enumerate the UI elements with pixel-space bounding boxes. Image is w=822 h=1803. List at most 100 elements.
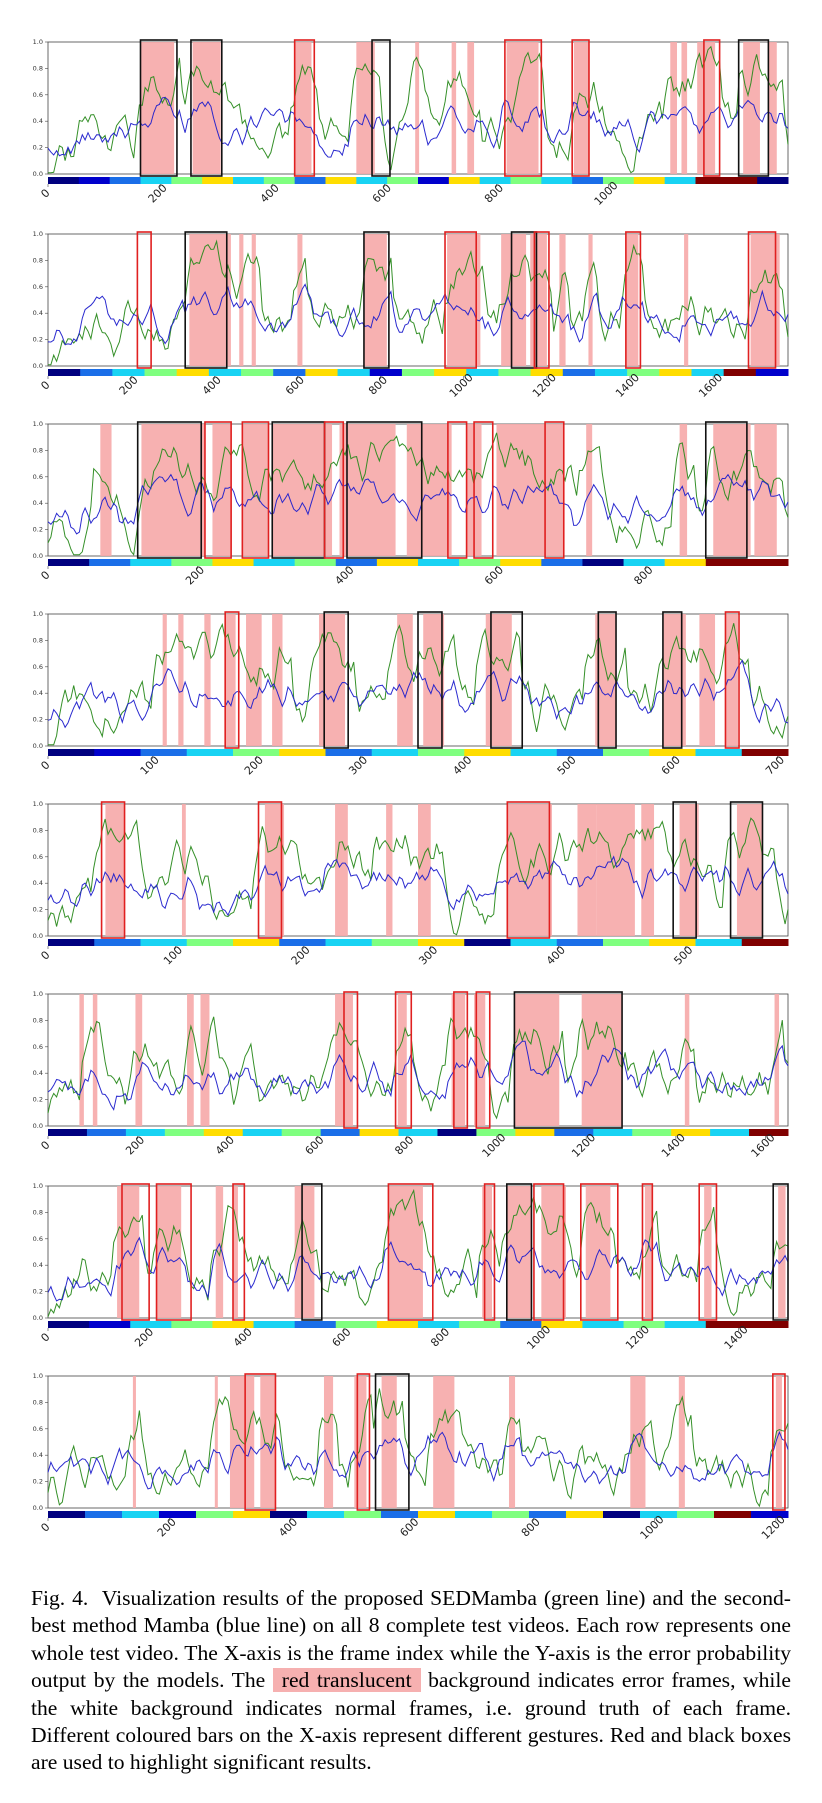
x-tick-label: 800 — [392, 1134, 416, 1158]
gesture-segment — [418, 1321, 460, 1328]
gesture-segment — [144, 369, 178, 376]
y-tick-label: 0.2 — [33, 144, 43, 152]
gesture-segment — [623, 559, 666, 566]
error-region — [775, 1376, 782, 1508]
gesture-segment — [387, 177, 419, 184]
error-region — [588, 234, 593, 366]
gesture-segment — [253, 1321, 296, 1328]
error-region — [323, 1376, 334, 1508]
x-tick-label: 0 — [38, 568, 52, 582]
red-highlight-box — [504, 39, 543, 177]
error-region — [754, 424, 777, 556]
y-tick-label: 0.4 — [33, 499, 43, 507]
x-tick-label: 200 — [117, 374, 141, 398]
y-tick-label: 1.0 — [33, 800, 43, 808]
chart-video-3: 0.0 0.2 0.4 0.6 0.8 1.0 0 200 400 600 800 — [33, 420, 789, 588]
y-tick-label: 0.4 — [33, 879, 43, 887]
x-tick-label: 800 — [482, 182, 506, 206]
red-highlight-box — [356, 1373, 371, 1511]
error-region — [354, 1376, 367, 1508]
black-highlight-box — [417, 611, 443, 749]
red-highlight-box — [533, 231, 550, 369]
error-region — [501, 234, 527, 366]
error-region — [736, 804, 763, 936]
gesture-segment — [335, 1321, 378, 1328]
gesture-segment — [325, 177, 357, 184]
error-region — [214, 1376, 218, 1508]
error-region — [92, 994, 98, 1126]
error-region — [679, 804, 699, 936]
gesture-segment — [464, 749, 511, 756]
y-tick-label: 0.6 — [33, 91, 43, 99]
error-region — [356, 42, 375, 174]
error-region — [187, 994, 194, 1126]
plot-frame — [47, 233, 789, 367]
red-highlight-box — [579, 1183, 619, 1321]
gesture-segment — [603, 749, 650, 756]
y-tick-label: 0.4 — [33, 1069, 43, 1077]
error-region — [397, 994, 407, 1126]
mamba-line — [47, 855, 789, 917]
error-region — [242, 424, 269, 556]
gesture-segment — [498, 369, 532, 376]
red-highlight-box — [698, 1183, 718, 1321]
gesture-segment — [705, 559, 748, 566]
x-tick-label: 200 — [155, 1516, 179, 1540]
error-region — [386, 804, 393, 936]
x-tick-label: 200 — [183, 564, 207, 588]
gesture-segment — [80, 369, 113, 376]
red-highlight-box — [571, 39, 590, 177]
y-tick-label: 0.4 — [33, 117, 43, 125]
gesture-segment — [48, 1511, 86, 1518]
gesture-segment — [125, 1129, 166, 1136]
gesture-segment — [130, 1321, 172, 1328]
red-highlight-box — [387, 1183, 434, 1321]
y-tick-label: 0.8 — [33, 446, 43, 454]
error-region — [581, 994, 623, 1126]
black-highlight-box — [346, 421, 423, 559]
error-region — [530, 234, 547, 366]
gesture-segment — [448, 177, 481, 184]
gesture-segment — [566, 1511, 604, 1518]
error-region — [272, 614, 283, 746]
gesture-segment — [263, 177, 296, 184]
gesture-segment — [695, 939, 743, 946]
black-highlight-box — [729, 801, 764, 939]
gesture-segment — [726, 177, 758, 184]
error-region — [233, 1186, 238, 1318]
mamba-line — [47, 1040, 789, 1111]
y-tick-label: 0.0 — [33, 1504, 43, 1512]
x-tick-label: 0 — [38, 378, 52, 392]
x-tick-label: 800 — [631, 564, 655, 588]
gesture-segment — [233, 939, 280, 946]
gesture-segment — [359, 1129, 400, 1136]
gesture-segment — [279, 749, 326, 756]
gesture-segment — [751, 1511, 789, 1518]
x-tick-label: 600 — [283, 374, 307, 398]
red-highlight-box — [204, 421, 232, 559]
black-highlight-box — [323, 611, 349, 749]
error-region — [339, 424, 396, 556]
gesture-segment — [48, 749, 95, 756]
gesture-segment — [757, 177, 789, 184]
y-tick-label: 0.0 — [33, 1122, 43, 1130]
error-region — [260, 1376, 276, 1508]
gesture-segment — [746, 559, 789, 566]
gesture-segment — [48, 1129, 88, 1136]
gesture-segment — [270, 1511, 308, 1518]
gesture-segment — [233, 749, 280, 756]
gesture-segment — [632, 1129, 672, 1136]
error-region — [79, 994, 84, 1126]
error-region — [100, 424, 112, 556]
error-region — [318, 614, 346, 746]
gesture-segment — [541, 559, 583, 566]
error-region — [447, 234, 481, 366]
gesture-segment — [130, 559, 172, 566]
gesture-segment — [623, 1321, 666, 1328]
gesture-segment — [500, 559, 542, 566]
gesture-segment — [659, 369, 692, 376]
red-highlight-box — [136, 231, 152, 369]
y-tick-label: 0.6 — [33, 1043, 43, 1051]
error-region — [178, 614, 184, 746]
gesture-segment — [212, 559, 255, 566]
